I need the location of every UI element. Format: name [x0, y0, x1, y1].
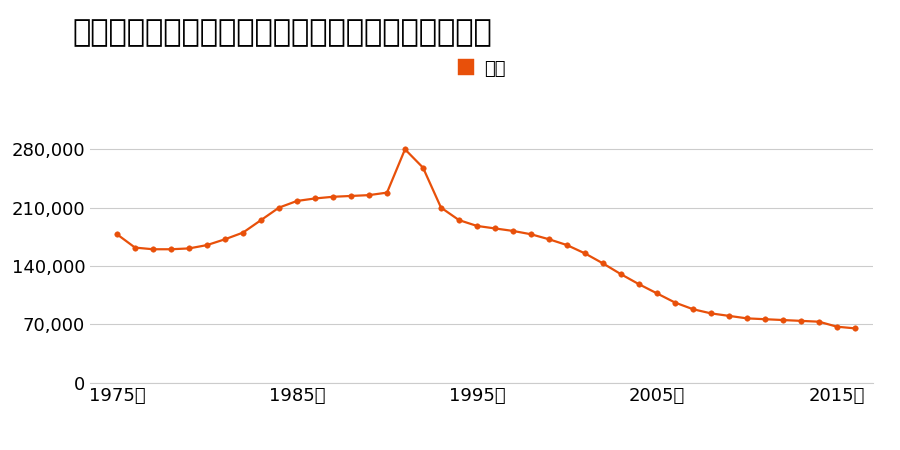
価格	[724, 313, 734, 319]
価格	[778, 317, 788, 323]
価格	[472, 223, 482, 229]
価格	[184, 246, 194, 251]
価格	[238, 230, 248, 235]
価格	[760, 316, 770, 322]
価格	[598, 261, 608, 266]
価格	[400, 147, 410, 152]
価格	[112, 232, 122, 237]
価格	[364, 193, 374, 198]
価格	[814, 319, 824, 324]
Text: 和歌山県橋本市古佐田２丁目１３３番３の地価推移: 和歌山県橋本市古佐田２丁目１３３番３の地価推移	[72, 18, 491, 47]
価格	[256, 217, 266, 223]
価格	[508, 228, 518, 234]
価格	[688, 306, 698, 312]
価格	[490, 226, 500, 231]
価格	[580, 251, 590, 256]
価格	[274, 205, 284, 210]
価格	[742, 316, 752, 321]
価格	[526, 232, 536, 237]
価格	[382, 190, 392, 195]
価格	[796, 318, 806, 324]
価格	[850, 326, 860, 331]
価格	[634, 282, 644, 287]
価格	[148, 247, 158, 252]
価格	[670, 300, 680, 305]
価格	[706, 310, 716, 316]
価格	[616, 271, 626, 277]
Legend: 価格: 価格	[450, 53, 513, 86]
価格	[346, 193, 356, 198]
価格	[292, 198, 302, 204]
価格	[202, 243, 212, 248]
価格	[130, 245, 140, 250]
価格	[436, 205, 446, 210]
価格	[166, 247, 176, 252]
価格	[310, 196, 320, 201]
価格	[454, 217, 464, 223]
価格	[832, 324, 842, 329]
価格	[544, 237, 554, 242]
価格	[652, 291, 662, 296]
Line: 価格: 価格	[114, 147, 858, 331]
価格	[418, 165, 428, 171]
価格	[220, 237, 230, 242]
価格	[562, 243, 572, 248]
価格	[328, 194, 338, 199]
